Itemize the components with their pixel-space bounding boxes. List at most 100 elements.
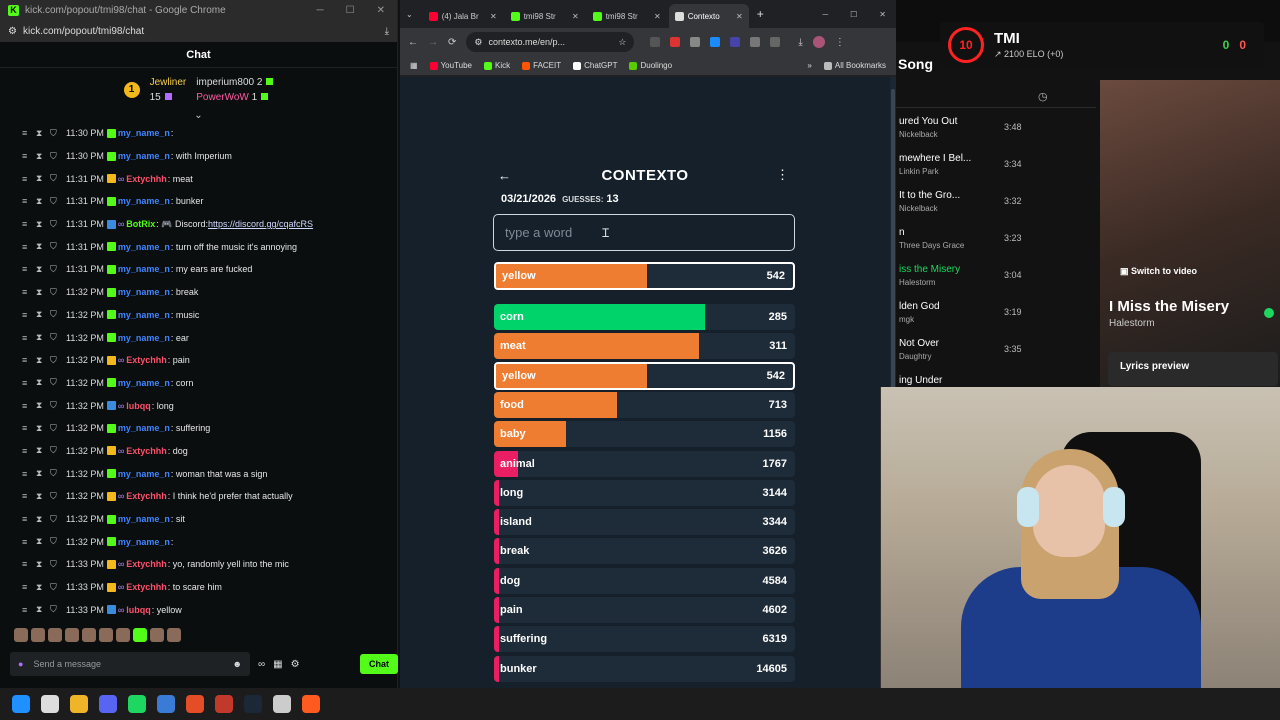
pin-icon[interactable]: ≡ bbox=[22, 309, 28, 320]
site-settings-icon[interactable]: ⚙ bbox=[8, 26, 17, 37]
site-info-icon[interactable]: ⚙ bbox=[474, 36, 483, 47]
saved-check-icon[interactable] bbox=[1264, 308, 1274, 318]
back-arrow-icon[interactable]: ← bbox=[498, 167, 511, 183]
download-icon[interactable]: ⤓ bbox=[384, 26, 389, 37]
chat-username[interactable]: my_name_n bbox=[117, 128, 170, 139]
browser-tab[interactable]: tmi98 Str ✕ bbox=[505, 4, 585, 28]
ban-shield-icon[interactable]: ⛉ bbox=[50, 377, 57, 388]
ban-shield-icon[interactable]: ⛉ bbox=[50, 286, 57, 297]
address-bar[interactable]: ⚙ contexto.me/en/p... ☆ bbox=[466, 32, 635, 52]
maximize-icon[interactable]: ☐ bbox=[850, 9, 858, 19]
pin-icon[interactable]: ≡ bbox=[22, 196, 28, 207]
chat-username[interactable]: my_name_n bbox=[117, 287, 170, 298]
track-row[interactable]: n Three Days Grace 3:23 bbox=[896, 225, 1096, 262]
browser-tab[interactable]: (4) Jala Br ✕ bbox=[423, 4, 503, 28]
ban-shield-icon[interactable]: ⛉ bbox=[50, 263, 57, 274]
pin-icon[interactable]: ≡ bbox=[22, 536, 28, 547]
taskbar-app-icon[interactable] bbox=[41, 695, 59, 713]
chat-username[interactable]: Extychhh bbox=[126, 559, 167, 570]
ban-shield-icon[interactable]: ⛉ bbox=[50, 536, 57, 547]
chat-username[interactable]: Extychhh bbox=[126, 355, 167, 366]
pin-icon[interactable]: ≡ bbox=[22, 514, 28, 525]
minimize-icon[interactable]: ─ bbox=[822, 9, 829, 19]
gift-leaderboard[interactable]: 1 Jewliner 15 imperium800 2 PowerWoW 1 bbox=[0, 68, 397, 112]
taskbar-app-icon[interactable] bbox=[157, 695, 175, 713]
ban-shield-icon[interactable]: ⛉ bbox=[50, 400, 57, 411]
tab-search-icon[interactable]: ⌄ bbox=[406, 9, 413, 19]
ban-shield-icon[interactable]: ⛉ bbox=[50, 513, 57, 524]
timeout-hourglass-icon[interactable]: ⧗ bbox=[36, 400, 43, 411]
emote-icon[interactable] bbox=[99, 628, 113, 642]
extension-icon[interactable] bbox=[730, 37, 741, 47]
pin-icon[interactable]: ≡ bbox=[22, 445, 28, 456]
taskbar-app-icon[interactable] bbox=[99, 695, 117, 713]
ban-shield-icon[interactable]: ⛉ bbox=[50, 241, 57, 252]
apps-grid-icon[interactable]: ▦ bbox=[410, 61, 418, 70]
timeout-hourglass-icon[interactable]: ⧗ bbox=[36, 422, 43, 433]
pin-icon[interactable]: ≡ bbox=[22, 173, 28, 184]
minimize-icon[interactable]: ─ bbox=[316, 5, 324, 16]
timeout-hourglass-icon[interactable]: ⧗ bbox=[36, 195, 43, 206]
more-bookmarks-icon[interactable]: » bbox=[807, 61, 812, 70]
timeout-hourglass-icon[interactable]: ⧗ bbox=[36, 173, 43, 184]
pin-icon[interactable]: ≡ bbox=[22, 219, 28, 230]
chat-username[interactable]: my_name_n bbox=[117, 377, 170, 388]
pin-icon[interactable]: ≡ bbox=[22, 604, 28, 615]
emote-icon[interactable] bbox=[150, 628, 164, 642]
emote-icon[interactable] bbox=[167, 628, 181, 642]
pin-icon[interactable]: ≡ bbox=[22, 559, 28, 570]
taskbar-app-icon[interactable] bbox=[244, 695, 262, 713]
track-artist[interactable]: Linkin Park bbox=[899, 167, 939, 176]
bookmark-item[interactable]: ChatGPT bbox=[573, 61, 617, 70]
extension-icon[interactable] bbox=[710, 37, 721, 47]
timeout-hourglass-icon[interactable]: ⧗ bbox=[36, 445, 43, 456]
settings-gear-icon[interactable]: ⚙ bbox=[290, 658, 300, 670]
ban-shield-icon[interactable]: ⛉ bbox=[50, 558, 57, 569]
send-chat-button[interactable]: Chat bbox=[360, 654, 398, 674]
pin-icon[interactable]: ≡ bbox=[22, 332, 28, 343]
chat-username[interactable]: BotRix bbox=[126, 219, 156, 230]
chat-link[interactable]: https://discord.gg/cqafcRS bbox=[208, 219, 314, 230]
ban-shield-icon[interactable]: ⛉ bbox=[50, 604, 57, 615]
taskbar-app-icon[interactable] bbox=[128, 695, 146, 713]
pin-icon[interactable]: ≡ bbox=[22, 491, 28, 502]
tab-close-icon[interactable]: ✕ bbox=[654, 11, 661, 21]
chat-username[interactable]: my_name_n bbox=[117, 514, 170, 525]
pin-icon[interactable]: ≡ bbox=[22, 582, 28, 593]
game-menu-icon[interactable]: ⋮ bbox=[776, 167, 789, 182]
track-artist[interactable]: mgk bbox=[899, 315, 915, 324]
chat-username[interactable]: Extychhh bbox=[126, 173, 167, 184]
forward-icon[interactable]: → bbox=[428, 36, 438, 48]
emote-icon[interactable] bbox=[116, 628, 130, 642]
chat-username[interactable]: my_name_n bbox=[117, 332, 170, 343]
all-bookmarks-button[interactable]: All Bookmarks bbox=[823, 61, 886, 70]
emote-icon[interactable] bbox=[31, 628, 45, 642]
collapse-chevron-icon[interactable]: ⌄ bbox=[194, 110, 203, 121]
timeout-hourglass-icon[interactable]: ⧗ bbox=[36, 581, 43, 592]
track-artist[interactable]: Nickelback bbox=[899, 130, 938, 139]
track-row[interactable]: iss the Misery Halestorm 3:04 bbox=[896, 262, 1096, 299]
new-tab-icon[interactable]: + bbox=[756, 7, 764, 21]
pin-icon[interactable]: ≡ bbox=[22, 264, 28, 275]
pin-icon[interactable]: ≡ bbox=[22, 423, 28, 434]
emoji-icon[interactable]: ☻ bbox=[232, 659, 242, 669]
chrome-menu-icon[interactable]: ⋮ bbox=[834, 36, 845, 48]
ban-shield-icon[interactable]: ⛉ bbox=[50, 581, 57, 592]
back-icon[interactable]: ← bbox=[408, 36, 418, 48]
timeout-hourglass-icon[interactable]: ⧗ bbox=[36, 150, 43, 161]
ban-shield-icon[interactable]: ⛉ bbox=[50, 490, 57, 501]
chat-username[interactable]: my_name_n bbox=[117, 468, 170, 479]
track-artist[interactable]: Nickelback bbox=[899, 204, 938, 213]
track-row[interactable]: ing Under bbox=[896, 373, 1096, 390]
chat-username[interactable]: my_name_n bbox=[117, 264, 170, 275]
extensions-puzzle-icon[interactable] bbox=[770, 37, 781, 47]
extension-icon[interactable] bbox=[650, 37, 661, 47]
emote-icon[interactable] bbox=[14, 628, 28, 642]
kick-url[interactable]: kick.com/popout/tmi98/chat bbox=[22, 26, 145, 37]
extension-icon[interactable] bbox=[670, 37, 681, 47]
chat-username[interactable]: lubqq bbox=[126, 400, 151, 411]
emote-icon[interactable] bbox=[82, 628, 96, 642]
switch-to-video-button[interactable]: ▣ Switch to video bbox=[1120, 266, 1198, 276]
track-artist[interactable]: Daughtry bbox=[899, 352, 932, 361]
ban-shield-icon[interactable]: ⛉ bbox=[50, 332, 57, 343]
